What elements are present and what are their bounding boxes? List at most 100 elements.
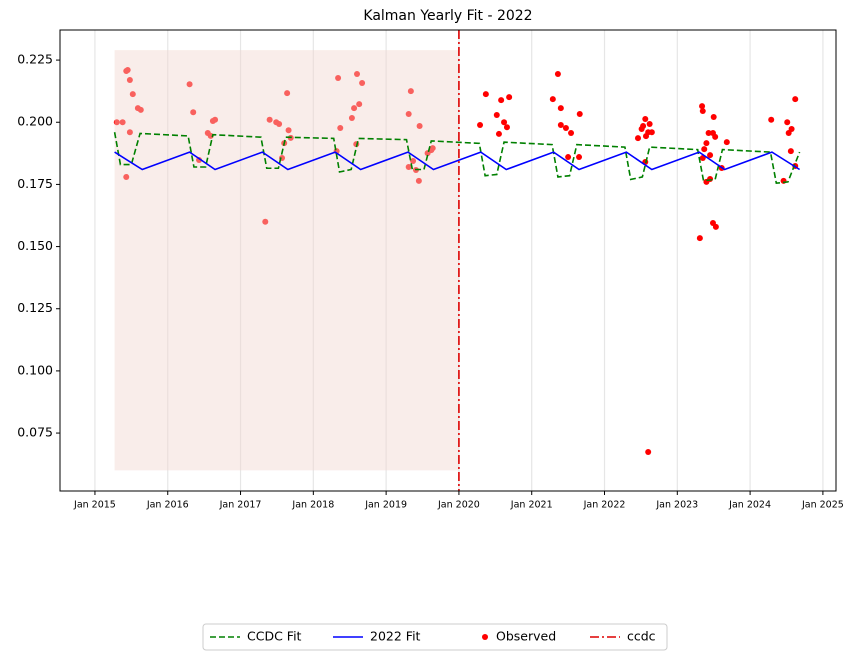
observed-point: [645, 448, 652, 455]
observed-point: [262, 218, 269, 225]
observed-point: [707, 152, 714, 159]
observed-point: [405, 111, 412, 118]
x-tick-label: Jan 2025: [801, 500, 844, 511]
observed-point: [788, 125, 795, 132]
observed-point: [335, 74, 342, 81]
observed-point: [506, 94, 513, 101]
legend-label: 2022 Fit: [370, 629, 421, 644]
observed-point: [119, 119, 126, 126]
y-tick-label: 0.150: [17, 238, 53, 253]
x-tick-label: Jan 2024: [728, 500, 771, 511]
observed-point: [285, 127, 292, 134]
y-tick-label: 0.225: [17, 52, 53, 67]
observed-point: [415, 177, 422, 184]
x-tick-label: Jan 2018: [291, 500, 334, 511]
observed-point: [129, 91, 136, 98]
observed-point: [701, 146, 708, 153]
x-tick-label: Jan 2019: [364, 500, 407, 511]
observed-point: [266, 116, 273, 123]
observed-point: [642, 116, 649, 123]
observed-point: [276, 120, 283, 127]
observed-point: [707, 175, 714, 182]
observed-point: [137, 106, 144, 113]
observed-point: [113, 119, 120, 126]
observed-point: [503, 124, 510, 131]
chart-title: Kalman Yearly Fit - 2022: [363, 8, 532, 24]
observed-point: [634, 135, 641, 142]
observed-point: [351, 105, 358, 112]
observed-point: [196, 157, 203, 164]
x-tick-label: Jan 2021: [510, 500, 553, 511]
x-tick-label: Jan 2022: [583, 500, 626, 511]
observed-point: [768, 116, 775, 123]
observed-point: [354, 71, 361, 78]
legend: CCDC Fit 2022 Fit Observed ccdc: [202, 623, 668, 651]
observed-point: [699, 108, 706, 115]
legend-label: Observed: [496, 629, 556, 644]
y-tick-label: 0.100: [17, 362, 53, 377]
observed-point: [549, 96, 556, 103]
observed-point: [493, 112, 500, 119]
observed-point: [723, 139, 730, 146]
observed-point: [703, 140, 710, 147]
observed-point: [557, 105, 564, 112]
observed-point: [348, 115, 355, 122]
observed-point: [337, 124, 344, 131]
shaded-range: [114, 50, 459, 471]
fit-line: [113, 132, 801, 185]
observed-point: [576, 154, 583, 161]
y-tick-label: 0.125: [17, 300, 53, 315]
observed-point: [126, 129, 133, 136]
observed-point: [429, 145, 436, 152]
legend-marker: [482, 634, 488, 640]
x-tick-label: Jan 2015: [73, 500, 116, 511]
observed-point: [126, 76, 133, 83]
observed-point: [407, 88, 414, 95]
y-tick-label: 0.175: [17, 176, 53, 191]
observed-point: [482, 91, 489, 98]
observed-point: [186, 81, 193, 88]
legend-label: CCDC Fit: [247, 629, 302, 644]
observed-point: [124, 67, 131, 74]
observed-point: [284, 90, 291, 97]
observed-point: [648, 129, 655, 136]
observed-point: [787, 148, 794, 155]
observed-point: [712, 133, 719, 140]
observed-point: [416, 122, 423, 129]
x-tick-label: Jan 2016: [146, 500, 189, 511]
observed-point: [356, 101, 363, 108]
x-tick-label: Jan 2020: [437, 500, 480, 511]
observed-point: [359, 79, 366, 86]
observed-point: [477, 121, 484, 128]
observed-point: [501, 119, 508, 126]
observed-point: [562, 124, 569, 131]
observed-point: [699, 103, 706, 110]
observed-point: [498, 97, 505, 104]
observed-point: [712, 223, 719, 230]
observed-point: [646, 120, 653, 127]
observed-point: [190, 109, 197, 116]
observed-point: [696, 235, 703, 242]
observed-point: [784, 119, 791, 126]
observed-point: [410, 158, 417, 165]
observed-point: [557, 121, 564, 128]
observed-point: [405, 164, 412, 171]
observed-point: [792, 96, 799, 103]
y-tick-label: 0.075: [17, 425, 53, 440]
fit-line: [114, 151, 801, 171]
plot-frame: [59, 29, 837, 492]
observed-point: [710, 114, 717, 121]
observed-point: [565, 154, 572, 161]
x-tick-label: Jan 2017: [219, 500, 262, 511]
observed-point: [576, 111, 583, 118]
observed-point: [640, 122, 647, 129]
observed-point: [554, 71, 561, 78]
legend-box: [202, 623, 668, 651]
observed-point: [123, 173, 130, 180]
legend-label: ccdc: [627, 629, 656, 644]
observed-point: [495, 130, 502, 137]
observed-point: [705, 129, 712, 136]
y-tick-label: 0.200: [17, 114, 53, 129]
observed-point: [568, 129, 575, 136]
